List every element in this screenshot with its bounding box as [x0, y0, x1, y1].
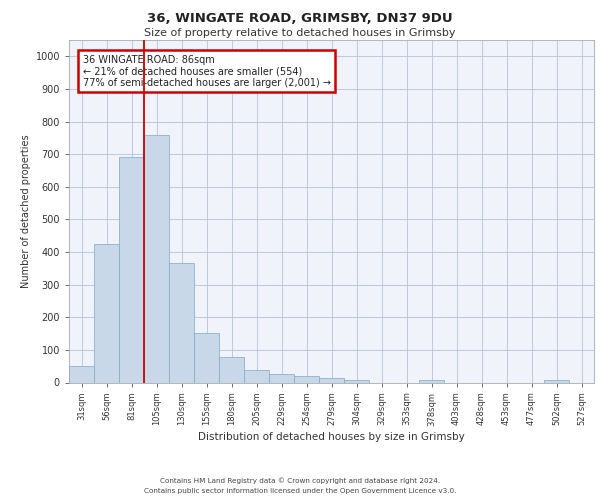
Bar — [344, 380, 369, 382]
Bar — [244, 370, 269, 382]
Text: 36, WINGATE ROAD, GRIMSBY, DN37 9DU: 36, WINGATE ROAD, GRIMSBY, DN37 9DU — [147, 12, 453, 26]
Bar — [269, 374, 294, 382]
Bar — [319, 378, 344, 382]
Bar — [219, 357, 244, 382]
Bar — [194, 332, 219, 382]
Text: Contains HM Land Registry data © Crown copyright and database right 2024.
Contai: Contains HM Land Registry data © Crown c… — [144, 478, 456, 494]
Bar — [69, 366, 94, 382]
Bar — [144, 134, 169, 382]
X-axis label: Distribution of detached houses by size in Grimsby: Distribution of detached houses by size … — [198, 432, 465, 442]
Text: Size of property relative to detached houses in Grimsby: Size of property relative to detached ho… — [144, 28, 456, 38]
Y-axis label: Number of detached properties: Number of detached properties — [22, 134, 31, 288]
Bar — [419, 380, 444, 382]
Bar — [169, 264, 194, 382]
Bar — [294, 376, 319, 382]
Bar — [119, 158, 144, 382]
Text: 36 WINGATE ROAD: 86sqm
← 21% of detached houses are smaller (554)
77% of semi-de: 36 WINGATE ROAD: 86sqm ← 21% of detached… — [83, 54, 331, 88]
Bar — [94, 244, 119, 382]
Bar — [544, 380, 569, 382]
